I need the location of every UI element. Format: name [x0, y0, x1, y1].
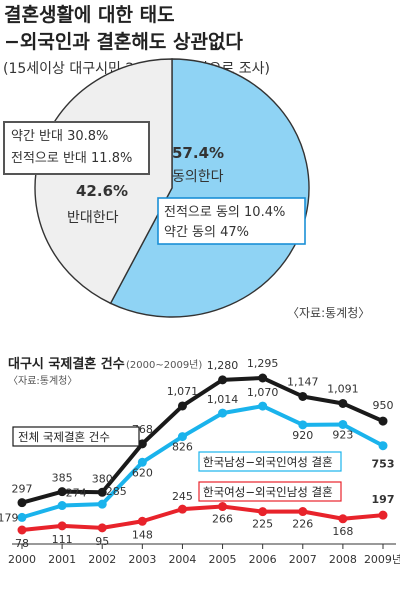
line-chart-source: 〈자료:통계청〉 — [8, 375, 77, 387]
data-label-korean-male: 826 — [172, 441, 193, 454]
data-label-korean-female: 266 — [212, 513, 233, 526]
data-label-korean-female: 168 — [332, 525, 353, 538]
x-tick-label: 2002 — [88, 553, 116, 566]
line-chart-period: (2000~2009년) — [126, 359, 202, 371]
data-label-korean-female: 78 — [15, 537, 29, 550]
legend-korean-female: 한국여성−외국인남성 결혼 — [203, 485, 333, 499]
x-tick-label: 2007 — [289, 553, 317, 566]
agree-breakdown-slight: 약간 동의 47% — [164, 225, 249, 240]
data-label-total: 1,147 — [287, 375, 319, 388]
line-chart-title: 대구시 국제결혼 건수 — [8, 356, 125, 372]
data-label-korean-male: 285 — [106, 485, 127, 498]
legend-korean-female-box — [198, 481, 342, 502]
legend-total: 전체 국제결혼 건수 — [18, 430, 110, 444]
data-label-korean-female: 95 — [95, 535, 109, 548]
data-label-korean-female: 225 — [252, 518, 273, 531]
series-line-total — [21, 376, 384, 505]
data-label-total: 385 — [52, 472, 73, 485]
data-point-korean-female — [338, 514, 348, 524]
data-point-total — [338, 398, 348, 408]
data-point-korean-female — [17, 525, 27, 535]
data-point-total — [57, 487, 67, 497]
data-label-korean-female: 245 — [172, 490, 193, 503]
data-label-korean-male: 923 — [332, 428, 353, 441]
data-label-total: 1,091 — [327, 382, 359, 395]
data-label-korean-male: 753 — [372, 458, 395, 471]
x-tick-label: 2005 — [209, 553, 237, 566]
data-point-korean-female — [97, 523, 107, 533]
data-point-korean-female — [137, 516, 147, 526]
data-point-total — [137, 439, 147, 449]
data-label-korean-male: 1,014 — [207, 393, 239, 406]
agree-label: 동의한다 — [172, 169, 224, 185]
oppose-breakdown-strong: 전적으로 반대 11.8% — [11, 151, 132, 166]
legend-total-box — [12, 426, 140, 447]
data-point-korean-female — [177, 504, 187, 514]
data-point-korean-male — [177, 432, 187, 442]
marriage-line-chart: 2000 2001 2002 2003 2004 2005 2006 2007 2008 2009… — [0, 357, 400, 566]
x-tick-label: 2006 — [249, 553, 277, 566]
x-tick-label: 2004 — [168, 553, 196, 566]
data-point-korean-female — [298, 507, 308, 517]
attitude-pie-chart — [34, 58, 310, 318]
data-point-total — [17, 498, 27, 508]
data-label-total: 380 — [92, 472, 113, 485]
data-label-korean-female: 197 — [372, 493, 395, 506]
data-point-total — [177, 401, 187, 411]
agree-breakdown-box — [157, 197, 306, 245]
oppose-breakdown-slight: 약간 반대 30.8% — [11, 129, 108, 144]
data-point-total — [97, 487, 107, 497]
data-point-korean-male — [137, 457, 147, 467]
legend-korean-male-box — [198, 451, 342, 472]
data-point-total — [298, 391, 308, 401]
data-label-total: 1,280 — [207, 359, 239, 372]
data-label-total: 1,071 — [167, 385, 199, 398]
data-point-korean-male — [298, 420, 308, 430]
data-label-korean-male: 920 — [292, 429, 313, 442]
data-point-total — [258, 373, 268, 383]
x-tick-label: 2000 — [8, 553, 36, 566]
data-label-korean-female: 148 — [132, 528, 153, 541]
title-line-2: −외국인과 결혼해도 상관없다 — [4, 30, 243, 53]
agree-percent-label: 57.4% — [172, 144, 224, 162]
data-point-korean-male — [338, 419, 348, 429]
data-label-korean-male: 620 — [132, 466, 153, 479]
oppose-percent-label: 42.6% — [76, 182, 128, 200]
data-point-korean-male — [378, 441, 388, 451]
data-point-korean-male — [57, 501, 67, 511]
data-point-korean-female — [57, 521, 67, 531]
x-tick-label: 2003 — [128, 553, 156, 566]
data-point-total — [218, 375, 228, 385]
series-line-korean-male — [21, 404, 384, 520]
data-label-korean-female: 111 — [52, 533, 73, 546]
data-label-total: 297 — [12, 483, 33, 496]
x-tick-label: 2008 — [329, 553, 357, 566]
pie-source: 〈자료:통계청〉 — [287, 306, 370, 320]
oppose-label: 반대한다 — [67, 210, 119, 226]
data-point-korean-female — [258, 507, 268, 517]
data-label-total: 1,295 — [247, 357, 279, 370]
x-tick-label: 2001 — [48, 553, 76, 566]
data-label-total: 950 — [373, 399, 394, 412]
data-point-korean-male — [97, 499, 107, 509]
data-point-korean-male — [218, 408, 228, 418]
agree-breakdown-strong: 전적으로 동의 10.4% — [164, 205, 285, 220]
data-label-korean-male: 274 — [66, 487, 87, 500]
data-label-korean-male: 1,070 — [247, 386, 279, 399]
data-label-korean-male: 179 — [0, 511, 19, 524]
data-point-korean-male — [17, 512, 27, 522]
data-point-total — [378, 416, 388, 426]
series-line-korean-female — [21, 504, 384, 532]
data-point-korean-female — [218, 502, 228, 512]
data-point-korean-female — [378, 510, 388, 520]
oppose-breakdown-box — [3, 121, 150, 175]
data-point-korean-male — [258, 401, 268, 411]
title-line-1: 결혼생활에 대한 태도 — [4, 3, 175, 26]
legend-korean-male: 한국남성−외국인여성 결혼 — [203, 455, 333, 469]
data-label-korean-female: 226 — [292, 518, 313, 531]
x-tick-label: 2009년 — [364, 553, 400, 566]
